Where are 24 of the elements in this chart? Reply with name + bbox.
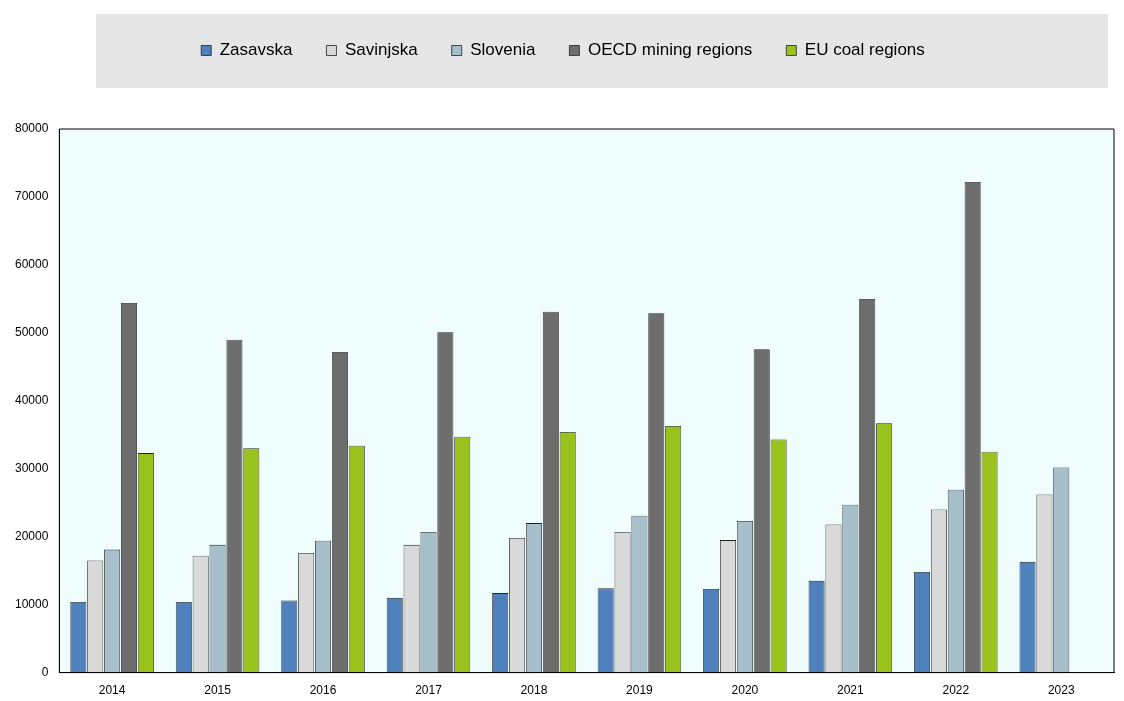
y-tick-label: 10000 xyxy=(14,596,49,611)
x-tick-label: 2021 xyxy=(836,683,865,698)
x-tick-label: 2014 xyxy=(98,683,126,698)
x-tick-label: 2018 xyxy=(520,683,548,698)
y-tick-label: 70000 xyxy=(14,189,49,204)
legend-label: OECD mining regions xyxy=(587,40,753,60)
legend-label: EU coal regions xyxy=(804,40,925,60)
x-tick-label: 2023 xyxy=(1047,683,1075,698)
legend-label: Slovenia xyxy=(470,40,536,60)
x-tick-label: 2022 xyxy=(942,683,970,698)
y-tick-label: 80000 xyxy=(14,121,49,136)
x-tick-label: 2015 xyxy=(204,683,232,698)
y-tick-label: 50000 xyxy=(14,325,49,340)
y-tick-label: 60000 xyxy=(14,257,49,272)
y-tick-label: 40000 xyxy=(14,393,49,408)
x-tick-label: 2020 xyxy=(731,683,759,698)
y-tick-label: 0 xyxy=(41,664,49,679)
x-tick-label: 2017 xyxy=(415,683,443,698)
y-tick-label: 20000 xyxy=(14,529,49,544)
legend-label: Savinjska xyxy=(344,40,419,60)
x-tick-label: 2019 xyxy=(626,683,654,698)
y-tick-label: 30000 xyxy=(14,461,49,476)
x-tick-label: 2016 xyxy=(309,683,337,698)
legend-label: Zasavska xyxy=(219,40,293,60)
